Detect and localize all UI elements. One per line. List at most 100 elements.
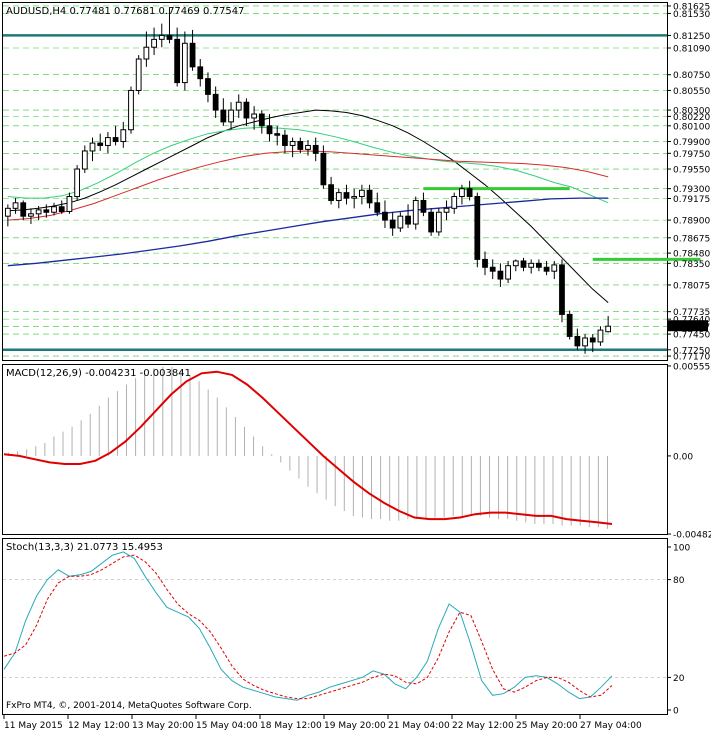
candle bbox=[382, 200, 388, 228]
candle-body bbox=[174, 38, 181, 84]
candle-body bbox=[305, 144, 311, 150]
macd-title: MACD(12,26,9) -0.004231 -0.003841 bbox=[6, 368, 191, 379]
candle-body bbox=[181, 42, 188, 84]
candle-body bbox=[205, 78, 211, 95]
time-tick-label: 19 May 20:00 bbox=[324, 721, 386, 731]
price-tick-label: 0.79300 bbox=[673, 185, 710, 195]
candle bbox=[120, 121, 127, 148]
macd-tick-label: 0.00 bbox=[673, 452, 693, 462]
candle bbox=[35, 205, 42, 221]
candle bbox=[328, 176, 334, 205]
price-tick-label: 0.78675 bbox=[673, 234, 710, 244]
stoch-main-line bbox=[3, 551, 613, 701]
candle bbox=[320, 145, 327, 189]
candle bbox=[405, 204, 411, 228]
time-axis: 11 May 2015 12 May 12:00 13 May 20:00 15 Ma… bbox=[3, 715, 642, 731]
candle bbox=[181, 31, 188, 91]
candle-body bbox=[128, 89, 134, 131]
time-tick-label: 25 May 20:00 bbox=[516, 721, 578, 731]
price-tick-label: 0.78075 bbox=[673, 281, 710, 291]
candle bbox=[543, 260, 550, 276]
candle-body bbox=[382, 211, 388, 221]
price-pane-frame bbox=[2, 2, 668, 361]
price-tick-label: 0.78480 bbox=[673, 250, 710, 260]
candle-body bbox=[235, 101, 242, 111]
macd-tick-label: -0.004822 bbox=[673, 531, 711, 541]
price-tick-label: 0.77735 bbox=[673, 308, 710, 318]
candle bbox=[20, 200, 27, 221]
candle bbox=[559, 259, 565, 323]
price-tick-label: 0.79550 bbox=[673, 166, 710, 176]
candle bbox=[28, 208, 34, 225]
candle bbox=[158, 23, 165, 48]
candle-body bbox=[605, 325, 612, 333]
price-tick-label: 0.81090 bbox=[673, 45, 710, 55]
candle-body bbox=[312, 144, 319, 154]
candle bbox=[505, 260, 511, 283]
candle bbox=[489, 259, 496, 280]
candle-body bbox=[405, 215, 411, 225]
candle bbox=[335, 188, 342, 209]
candle-body bbox=[366, 189, 373, 204]
candle bbox=[443, 200, 450, 221]
candle-body bbox=[289, 141, 296, 146]
candle bbox=[343, 184, 350, 205]
candle bbox=[374, 192, 381, 217]
candle-body bbox=[466, 188, 473, 198]
price-tick-label: 0.79175 bbox=[673, 195, 710, 205]
candle bbox=[66, 192, 73, 214]
candle-body bbox=[528, 262, 535, 268]
candle-body bbox=[389, 219, 396, 229]
sma-blue-line bbox=[7, 197, 609, 267]
horizontal-levels bbox=[3, 34, 701, 352]
candle-body bbox=[428, 211, 435, 233]
candle-body bbox=[374, 202, 381, 213]
candle-body bbox=[112, 137, 119, 143]
time-tick-label: 15 May 04:00 bbox=[196, 721, 258, 731]
candle-body bbox=[497, 270, 504, 280]
candle bbox=[243, 98, 250, 126]
candle-body bbox=[451, 196, 458, 209]
candlesticks bbox=[4, 7, 612, 354]
candle bbox=[212, 86, 219, 118]
time-tick-label: 11 May 2015 bbox=[4, 721, 63, 731]
candle bbox=[4, 204, 11, 227]
candle bbox=[135, 55, 142, 95]
candle-body bbox=[220, 109, 227, 123]
candle-body bbox=[51, 206, 57, 213]
price-tick-label: 0.80750 bbox=[673, 71, 710, 81]
candle-body bbox=[543, 266, 550, 272]
candle bbox=[289, 137, 296, 158]
candle bbox=[397, 212, 404, 232]
candle bbox=[89, 137, 96, 162]
time-tick-label: 21 May 04:00 bbox=[388, 721, 450, 731]
stoch-tick-label: 20 bbox=[673, 674, 685, 684]
candle-body bbox=[135, 58, 142, 91]
candle-body bbox=[343, 192, 350, 199]
candle bbox=[112, 125, 119, 146]
price-tick-label: 0.77250 bbox=[673, 346, 710, 356]
time-tick-label: 27 May 04:00 bbox=[580, 721, 642, 731]
candle bbox=[166, 7, 173, 44]
candle-body bbox=[459, 188, 465, 198]
candle bbox=[97, 133, 104, 151]
candle-body bbox=[320, 152, 327, 186]
candle bbox=[351, 188, 358, 209]
price-tick-label: 0.81625 bbox=[673, 2, 710, 12]
candle bbox=[435, 208, 442, 236]
candle-body bbox=[505, 265, 511, 280]
candle bbox=[528, 259, 535, 274]
candle-body bbox=[328, 184, 334, 201]
stoch-tick-label: 80 bbox=[673, 576, 685, 586]
candle bbox=[105, 132, 111, 154]
candle bbox=[389, 212, 396, 236]
stochastic-indicator: 100 80 20 0 bbox=[3, 544, 690, 717]
time-tick-label: 22 May 12:00 bbox=[452, 721, 514, 731]
candle bbox=[312, 137, 319, 162]
price-tick-label: 0.81250 bbox=[673, 32, 710, 42]
candle-body bbox=[412, 199, 419, 225]
stoch-tick-label: 0 bbox=[673, 707, 679, 717]
candle bbox=[128, 86, 134, 134]
candle-body bbox=[597, 329, 604, 343]
